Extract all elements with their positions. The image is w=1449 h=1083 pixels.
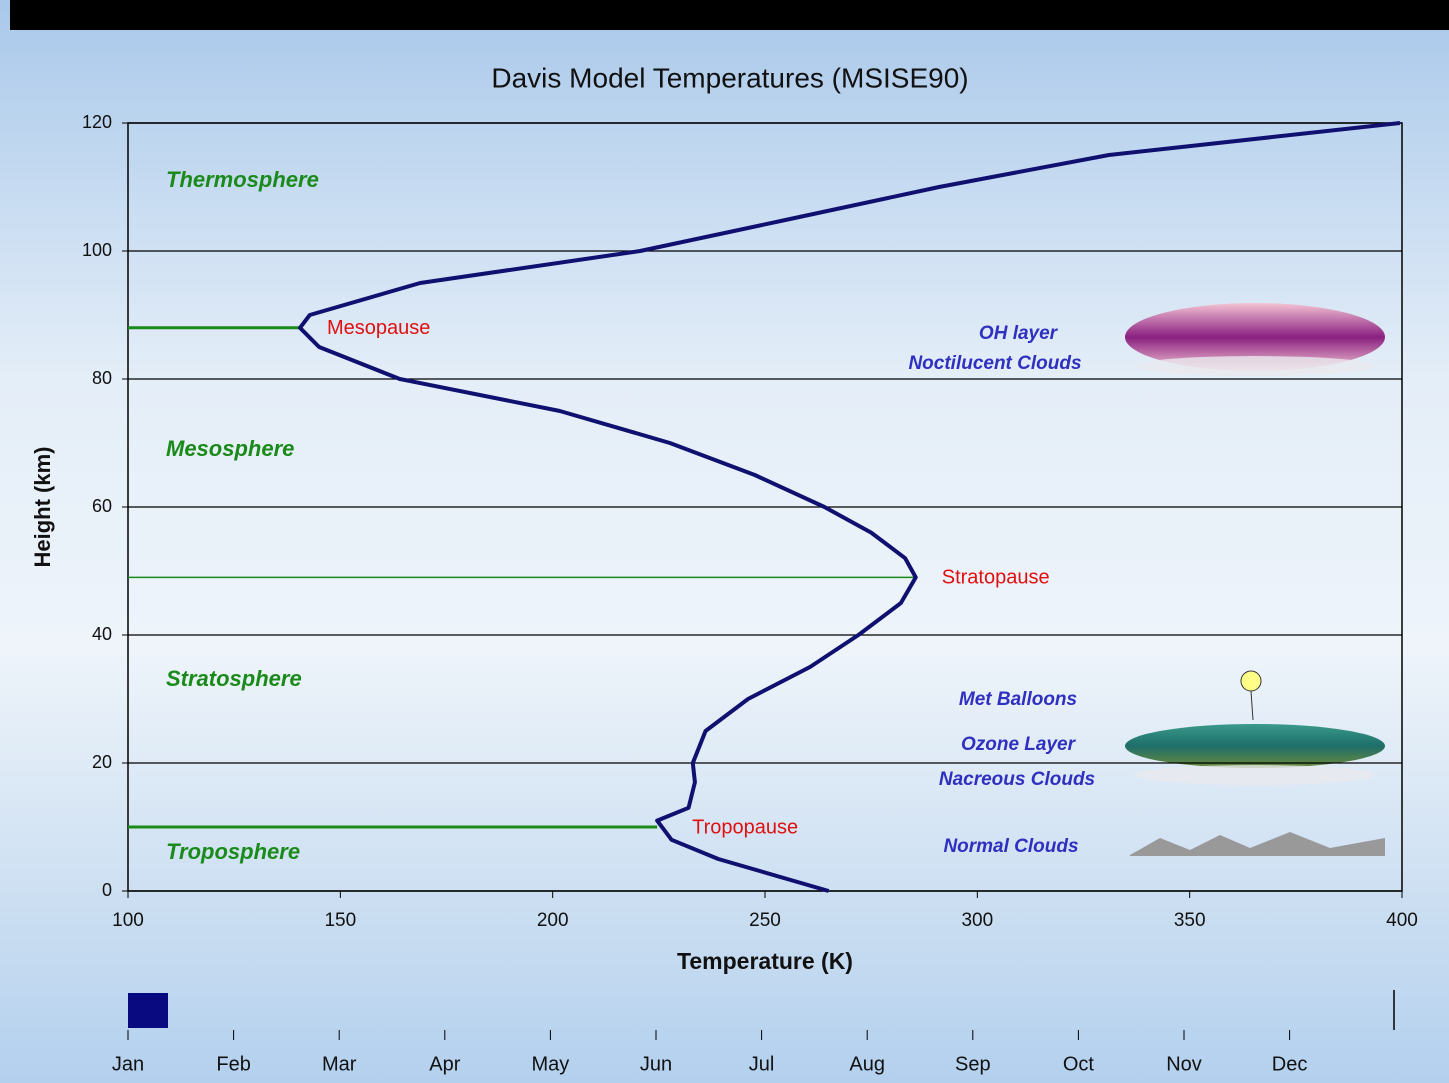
cloud-image	[1130, 832, 1385, 856]
reference-label: Mesopause	[327, 317, 430, 339]
temperature-curve	[297, 121, 1401, 893]
x-tick-label: 150	[324, 910, 356, 931]
x-axis-label: Temperature (K)	[677, 948, 853, 974]
feature-label: Noctilucent Clouds	[908, 353, 1081, 374]
x-tick-label: 300	[961, 910, 993, 931]
y-tick-label: 0	[102, 880, 112, 900]
ozone-image	[1125, 724, 1385, 768]
y-axis-label: Height (km)	[30, 447, 55, 568]
month-label: Nov	[1166, 1053, 1202, 1075]
layer-label: Troposphere	[166, 839, 300, 864]
month-label: Mar	[322, 1053, 357, 1075]
reference-label: Stratopause	[942, 567, 1050, 589]
slider-thumb[interactable]	[128, 993, 168, 1028]
cloud-image	[1135, 356, 1375, 376]
y-tick-label: 20	[92, 752, 112, 772]
y-tick-label: 40	[92, 624, 112, 644]
month-label: Jul	[749, 1053, 775, 1075]
oh-layer-image	[1125, 303, 1385, 371]
month-label: Feb	[216, 1053, 250, 1075]
month-label: Aug	[849, 1053, 885, 1075]
reference-label: Tropopause	[692, 816, 798, 838]
x-tick-label: 400	[1386, 910, 1418, 931]
x-tick-label: 100	[112, 910, 144, 931]
x-tick-label: 250	[749, 910, 781, 931]
month-slider: Jan Feb Mar Apr May Jun Jul Aug Sep Oct Nov Dec	[112, 990, 1395, 1075]
balloon-image	[1240, 670, 1262, 692]
feature-label: Nacreous Clouds	[939, 769, 1095, 790]
month-label: Sep	[955, 1053, 991, 1075]
feature-label: Normal Clouds	[943, 836, 1078, 857]
chart-title: Davis Model Temperatures (MSISE90)	[491, 62, 968, 93]
y-tick-label: 100	[82, 240, 112, 260]
x-tick-label: 350	[1174, 910, 1206, 931]
y-tick-label: 80	[92, 368, 112, 388]
month-label: Dec	[1272, 1053, 1308, 1075]
month-label: Oct	[1063, 1053, 1095, 1075]
balloon-string	[1250, 690, 1254, 721]
top-bar	[10, 0, 1449, 30]
month-label: Apr	[429, 1053, 460, 1075]
y-tick-label: 120	[82, 112, 112, 132]
layer-label: Thermosphere	[166, 167, 319, 192]
y-tick-label: 60	[92, 496, 112, 516]
plot: 0 20 40 60 80 100 120 100 150 200 250 300 350 400 Meso…	[82, 112, 1418, 931]
month-label: Jan	[112, 1053, 144, 1075]
cloud-image	[1135, 765, 1375, 785]
feature-label: OH layer	[979, 323, 1059, 344]
month-label: May	[532, 1053, 570, 1075]
month-label: Jun	[640, 1053, 672, 1075]
feature-label: Met Balloons	[959, 689, 1077, 710]
x-tick-label: 200	[537, 910, 569, 931]
layer-label: Mesosphere	[166, 436, 294, 461]
feature-label: Ozone Layer	[961, 734, 1077, 755]
layer-label: Stratosphere	[166, 666, 302, 691]
